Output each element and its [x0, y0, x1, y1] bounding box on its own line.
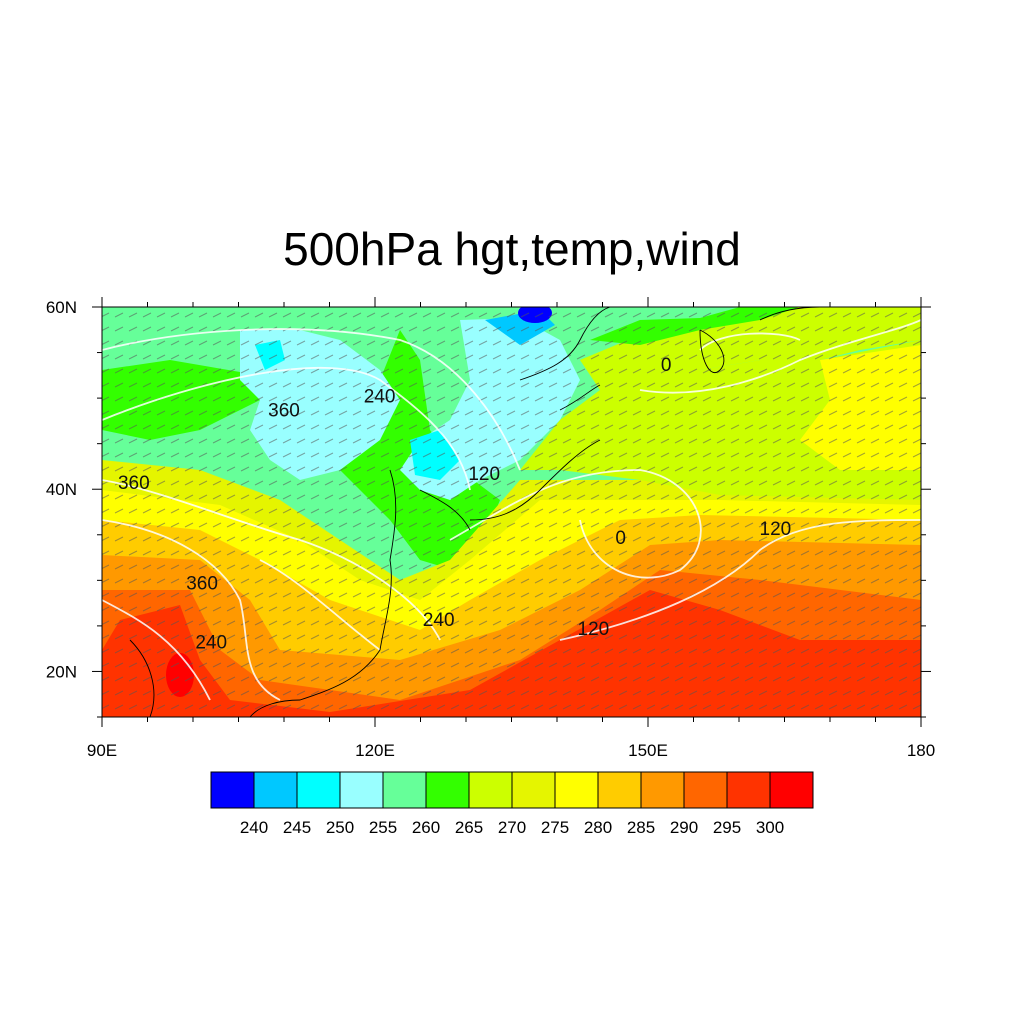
height-contours [102, 319, 921, 701]
colorbar-swatch [382, 771, 427, 809]
contour-label: 240 [195, 633, 227, 654]
colorbar-swatch [683, 771, 728, 809]
contour-label: 120 [468, 464, 500, 485]
x-tick-label: 120E [355, 741, 395, 760]
colorbar-swatch [726, 771, 771, 809]
coastlines [129, 307, 821, 717]
colorbar-label: 250 [326, 818, 354, 837]
colorbar-swatch [339, 771, 384, 809]
colorbar-swatch [554, 771, 599, 809]
x-tick-label: 180 [907, 741, 935, 760]
y-tick-label: 60N [46, 298, 77, 317]
axis-ticks: 90E 120E 150E 180 20N 40N 60N [46, 297, 935, 760]
colorbar-label: 285 [627, 818, 655, 837]
colorbar-label: 290 [670, 818, 698, 837]
colorbar-swatch [468, 771, 513, 809]
contour-label: 0 [615, 528, 626, 549]
contour-label: 360 [118, 473, 150, 494]
x-tick-label: 90E [87, 741, 117, 760]
colorbar-swatch [296, 771, 341, 809]
colorbar-label: 295 [713, 818, 741, 837]
contour-label: 360 [268, 400, 300, 421]
colorbar-swatch [253, 771, 298, 809]
colorbar-label: 270 [498, 818, 526, 837]
contour-label: 360 [186, 573, 218, 594]
contour-label: 240 [364, 387, 396, 408]
colorbar-label: 255 [369, 818, 397, 837]
colorbar-swatch [425, 771, 470, 809]
colorbar-swatch [597, 771, 642, 809]
contour-label: 120 [578, 619, 610, 640]
colorbar-swatch [640, 771, 685, 809]
x-tick-label: 150E [628, 741, 668, 760]
colorbar-swatch [769, 771, 814, 809]
colorbar-label: 275 [541, 818, 569, 837]
colorbar-label: 260 [412, 818, 440, 837]
colorbar-label: 280 [584, 818, 612, 837]
y-tick-label: 40N [46, 480, 77, 499]
colorbar-label: 240 [240, 818, 268, 837]
contour-label: 0 [661, 355, 672, 376]
colorbar-label: 245 [283, 818, 311, 837]
colorbar-label: 265 [455, 818, 483, 837]
colorbar: 240 245 250 255 260 265 270 275 280 285 290 295 300 [210, 771, 814, 837]
y-tick-label: 20N [46, 662, 77, 681]
colorbar-label: 300 [756, 818, 784, 837]
colorbar-swatch [210, 771, 255, 809]
contour-labels: 360 240 0 120 360 0 120 360 240 240 120 [118, 355, 791, 654]
contour-label: 120 [760, 519, 792, 540]
colorbar-swatch [511, 771, 556, 809]
contour-label: 240 [423, 610, 455, 631]
temperature-field [102, 307, 921, 717]
chart-title: 500hPa hgt,temp,wind [283, 223, 741, 275]
